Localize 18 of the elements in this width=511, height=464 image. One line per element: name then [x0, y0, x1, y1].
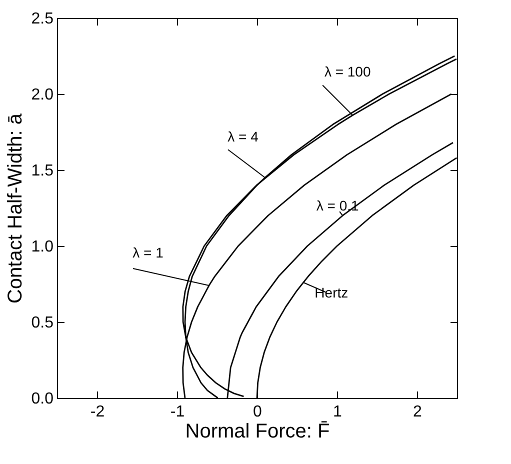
x-axis-title: Normal Force: F̄ — [185, 420, 330, 442]
x-tick-label: 0 — [253, 404, 262, 420]
series-label: λ = 100 — [324, 63, 371, 80]
x-tick-label: -2 — [90, 404, 105, 420]
x-tick-label: 1 — [333, 404, 342, 420]
series-label: λ = 0.1 — [316, 198, 360, 214]
x-tick-label: 2 — [413, 404, 422, 420]
y-axis-title: Contact Half-Width: ā — [4, 112, 26, 304]
text: λ = 4 — [228, 128, 259, 145]
y-tick-label: 2.0 — [31, 86, 54, 104]
x-tick-label: -1 — [170, 404, 185, 420]
y-tick-label: 1.5 — [31, 162, 54, 180]
y-tick-label: 2.5 — [31, 10, 54, 28]
text: λ = 1 — [132, 244, 164, 261]
y-tick-label: 0.5 — [31, 314, 54, 332]
y-tick-label: 0.0 — [31, 390, 54, 408]
y-tick-label: 1.0 — [31, 238, 54, 256]
series-label: Hertz — [314, 284, 348, 300]
